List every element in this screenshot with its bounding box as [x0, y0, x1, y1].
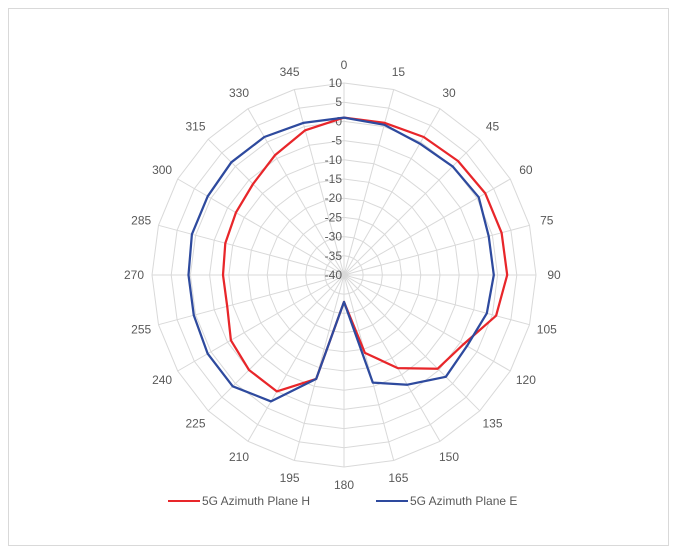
- radial-tick-labels: 10 5 0 -5 -10 -15 -20 -25 -30 -35 -40: [325, 76, 343, 282]
- radial-tick-label: 0: [335, 114, 342, 128]
- category-label: 345: [280, 65, 300, 79]
- chart-frame: [8, 8, 669, 546]
- grid-spoke: [158, 224, 345, 276]
- category-label: 150: [439, 450, 459, 464]
- category-label: 255: [131, 322, 151, 336]
- category-label: 135: [482, 417, 502, 431]
- radial-tick-label: -5: [331, 134, 342, 148]
- category-label: 195: [280, 471, 300, 485]
- category-label: 300: [152, 163, 172, 177]
- grid-spoke: [343, 274, 481, 412]
- category-label: 90: [547, 268, 561, 282]
- radial-tick-label: -20: [325, 191, 343, 205]
- grid-spoke: [247, 274, 345, 442]
- category-label: 0: [341, 58, 348, 72]
- grid-spoke: [343, 274, 395, 461]
- category-label: 105: [537, 322, 557, 336]
- legend-swatch-series-2: [376, 500, 408, 502]
- category-label: 270: [124, 268, 144, 282]
- series-lines: [187, 116, 509, 403]
- radial-tick-label: 5: [335, 95, 342, 109]
- category-label: 30: [442, 86, 456, 100]
- legend-label-series-2: 5G Azimuth Plane E: [410, 494, 518, 508]
- category-label: 180: [334, 478, 354, 492]
- series-line-2: [187, 116, 495, 403]
- legend-item-series-2: 5G Azimuth Plane E: [376, 494, 517, 508]
- legend: 5G Azimuth Plane H 5G Azimuth Plane E: [0, 494, 680, 514]
- grid-spoke: [343, 178, 511, 276]
- category-label: 45: [486, 120, 500, 134]
- grid-spoke: [343, 274, 530, 326]
- category-label: 75: [540, 214, 554, 228]
- category-label: 120: [516, 373, 536, 387]
- grid-spoke: [343, 108, 441, 276]
- radial-tick-label: 10: [329, 76, 343, 90]
- radial-tick-label: -40: [325, 268, 343, 282]
- radial-tick-label: -35: [325, 249, 343, 263]
- grid-spoke: [177, 178, 345, 276]
- grid-spoke: [293, 89, 345, 276]
- category-label: 225: [185, 417, 205, 431]
- angle-category-labels: 0153045607590105120135150165180195210225…: [124, 58, 561, 492]
- grid-spoke: [158, 274, 345, 326]
- grid-spoke: [343, 224, 530, 276]
- grid-spoke: [343, 89, 395, 276]
- legend-item-series-1: 5G Azimuth Plane H: [168, 494, 310, 508]
- category-label: 240: [152, 373, 172, 387]
- category-label: 165: [388, 471, 408, 485]
- category-label: 60: [519, 163, 533, 177]
- grid-spoke: [343, 274, 441, 442]
- radial-tick-label: -15: [325, 172, 343, 186]
- legend-label-series-1: 5G Azimuth Plane H: [202, 494, 311, 508]
- grid-spoke: [177, 274, 345, 372]
- radial-tick-label: -25: [325, 210, 343, 224]
- category-label: 315: [185, 120, 205, 134]
- grid-spoke: [343, 138, 481, 276]
- radial-tick-label: -30: [325, 230, 343, 244]
- category-label: 15: [392, 65, 406, 79]
- category-label: 285: [131, 214, 151, 228]
- grid-spoke: [207, 274, 345, 412]
- legend-swatch-series-1: [168, 500, 200, 502]
- radial-tick-label: -10: [325, 153, 343, 167]
- radar-grid: [151, 82, 537, 468]
- category-label: 330: [229, 86, 249, 100]
- grid-spoke: [343, 274, 511, 372]
- category-label: 210: [229, 450, 249, 464]
